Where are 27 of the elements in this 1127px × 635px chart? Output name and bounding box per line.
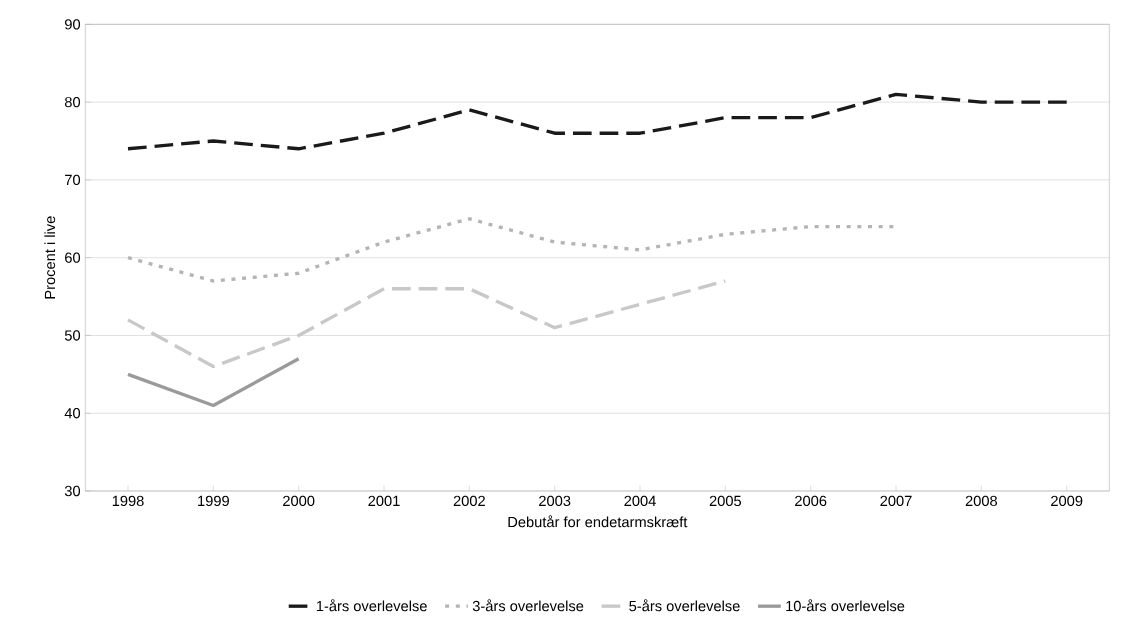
x-tick-label: 2009	[1051, 495, 1083, 507]
x-tick-label: 2004	[624, 495, 656, 507]
x-tick-label: 2001	[368, 495, 400, 507]
y-tick-label: 60	[65, 252, 81, 263]
x-tick-label: 2000	[283, 495, 315, 507]
x-tick-label: 2003	[539, 495, 571, 507]
line-series	[126, 279, 728, 369]
legend-label: 1-års overlevelse	[316, 599, 427, 612]
y-tick-label: 90	[65, 19, 81, 30]
y-tick-label: 50	[64, 330, 81, 341]
legend-label: 3-års overlevelse	[472, 599, 584, 612]
line-series	[126, 92, 1069, 151]
y-tick-label: 30	[64, 485, 81, 497]
legend-label: 10-års overlevelse	[786, 599, 905, 612]
y-tick-label: 40	[64, 408, 81, 419]
x-tick-label: 2002	[453, 495, 485, 507]
x-tick-label: 2007	[880, 495, 912, 507]
x-tick-label: 1999	[198, 495, 229, 507]
x-tick-label: 2008	[965, 495, 997, 507]
y-tick-label: 80	[64, 96, 81, 108]
y-axis-title: Procent i live	[44, 216, 56, 299]
x-tick-label: 1998	[112, 495, 144, 507]
x-axis-title: Debutår for endetarmskræft	[508, 515, 688, 528]
x-tick-label: 2005	[709, 495, 742, 507]
y-tick-label: 70	[65, 174, 81, 186]
x-tick-label: 2006	[795, 495, 827, 507]
legend-label: 5-års overlevelse	[629, 599, 740, 612]
